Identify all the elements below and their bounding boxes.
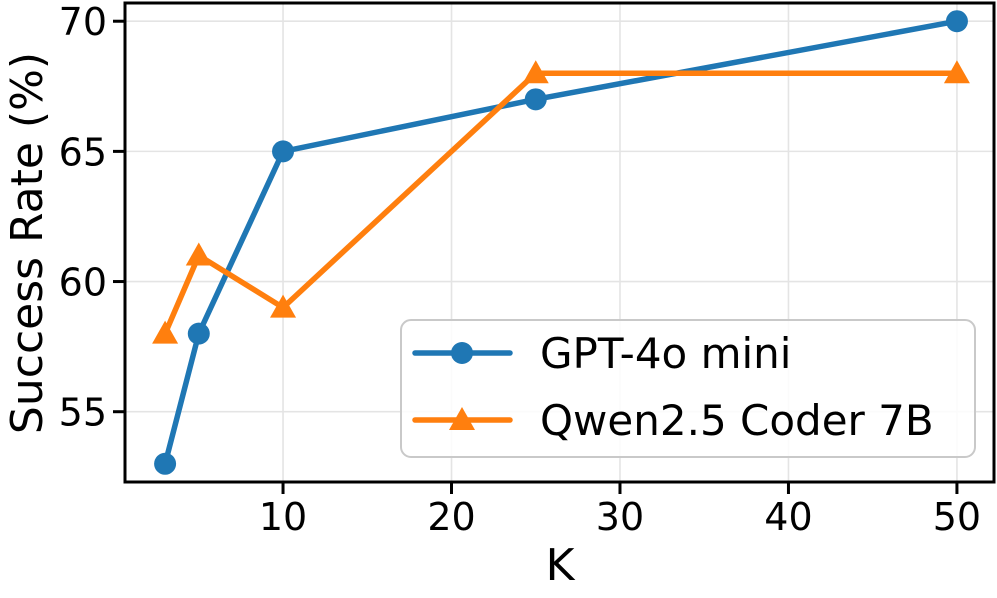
y-tick-label-65: 65 — [59, 130, 107, 174]
data-point-gpt-4o-mini-k25 — [524, 88, 547, 111]
data-point-qwen2-5-coder-7b-k5 — [185, 242, 212, 266]
y-axis-label: Success Rate (%) — [2, 52, 53, 434]
data-point-gpt-4o-mini-k50 — [945, 10, 968, 33]
axis-layer: 10 20 30 40 50 55 60 65 70 — [59, 0, 996, 539]
data-point-qwen2-5-coder-7b-k10 — [270, 294, 297, 318]
x-tick-label-50: 50 — [933, 495, 981, 539]
x-tick-label-40: 40 — [764, 495, 812, 539]
x-tick-label-30: 30 — [596, 495, 644, 539]
x-tick-label-10: 10 — [259, 495, 307, 539]
legend: GPT-4o mini Qwen2.5 Coder 7B — [400, 319, 976, 458]
y-tick-label-55: 55 — [59, 391, 107, 435]
x-tick-label-20: 20 — [427, 495, 475, 539]
legend-marker-qwen2-5-coder-7b — [449, 407, 475, 430]
data-point-gpt-4o-mini-k10 — [272, 140, 295, 163]
legend-item-label-qwen2-5-coder-7b: Qwen2.5 Coder 7B — [540, 396, 934, 445]
y-tick-label-70: 70 — [59, 0, 107, 44]
series-line-qwen2-5-coder-7b — [162, 70, 960, 337]
legend-box — [400, 319, 976, 458]
x-axis-label: K — [546, 540, 576, 591]
data-point-qwen2-5-coder-7b-k3 — [152, 320, 179, 344]
legend-marker-gpt-4o-mini — [451, 342, 473, 364]
data-point-gpt-4o-mini-k5 — [187, 322, 210, 345]
plot-border — [123, 1, 996, 484]
legend-item-label-gpt-4o-mini: GPT-4o mini — [540, 329, 791, 378]
data-point-qwen2-5-coder-7b-k25 — [522, 60, 549, 84]
series-layer — [152, 10, 970, 475]
data-point-gpt-4o-mini-k3 — [154, 452, 177, 475]
y-tick-label-60: 60 — [59, 261, 107, 305]
data-point-qwen2-5-coder-7b-k50 — [943, 60, 970, 84]
